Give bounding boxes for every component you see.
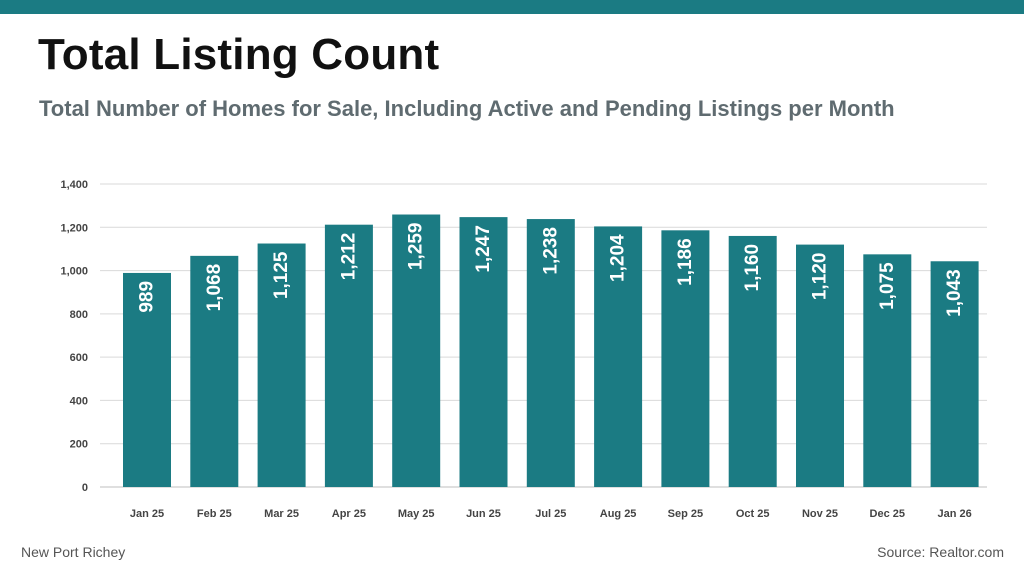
bar-data-label: 1,068 [204, 264, 225, 312]
bar-data-label: 1,120 [810, 253, 831, 301]
bar-data-label: 1,259 [406, 223, 427, 271]
bar-data-label: 1,186 [675, 238, 696, 286]
y-tick-label: 400 [70, 395, 88, 407]
bar-chart: 0 200 400 600 800 1,000 1,200 1,400 989 Jan 25 1,0… [60, 179, 987, 520]
bar-data-label: 1,043 [944, 269, 965, 317]
bar [257, 243, 306, 487]
x-tick-label: Jul 25 [535, 508, 566, 520]
bar [392, 214, 441, 488]
bar [796, 244, 844, 487]
page-title: Total Listing Count [38, 30, 440, 79]
y-tick-label: 1,400 [60, 179, 88, 191]
bar [661, 230, 710, 487]
x-tick-label: May 25 [398, 508, 435, 520]
x-tick-label: Mar 25 [264, 508, 299, 520]
bar [728, 235, 777, 487]
x-tick-label: Oct 25 [736, 508, 770, 520]
x-tick-label: Jun 25 [466, 508, 501, 520]
y-tick-label: 0 [82, 482, 88, 494]
bar-data-label: 1,247 [473, 225, 494, 273]
source-label: Source: Realtor.com [877, 544, 1004, 560]
bar [526, 219, 575, 487]
y-tick-label: 600 [70, 352, 88, 364]
bar [324, 224, 373, 487]
top-accent-bar [0, 0, 1024, 14]
bar-data-label: 1,238 [540, 227, 561, 275]
x-tick-label: Aug 25 [600, 508, 637, 520]
bar-data-label: 989 [137, 281, 158, 313]
bar-data-label: 1,125 [271, 251, 292, 299]
bar [930, 261, 979, 487]
y-tick-label: 1,200 [60, 222, 88, 234]
y-tick-label: 1,000 [60, 266, 88, 278]
x-tick-label: Jan 25 [130, 508, 164, 520]
x-tick-label: Nov 25 [802, 508, 838, 520]
bar [190, 255, 239, 487]
x-tick-label: Sep 25 [668, 508, 703, 520]
x-tick-label: Apr 25 [332, 508, 366, 520]
bar [459, 217, 508, 487]
y-tick-label: 200 [70, 439, 88, 451]
page-subtitle: Total Number of Homes for Sale, Includin… [39, 96, 895, 121]
bar-data-label: 1,212 [338, 233, 359, 281]
bar [863, 254, 912, 487]
bar [594, 226, 643, 488]
y-tick-label: 800 [70, 309, 88, 321]
bar-data-label: 1,204 [608, 234, 629, 282]
x-tick-label: Feb 25 [197, 508, 232, 520]
x-tick-label: Dec 25 [870, 508, 905, 520]
bar-data-label: 1,075 [877, 262, 898, 310]
bar-data-label: 1,160 [742, 244, 763, 292]
location-label: New Port Richey [21, 544, 126, 560]
bar [123, 272, 171, 487]
x-tick-label: Jan 26 [937, 508, 971, 520]
